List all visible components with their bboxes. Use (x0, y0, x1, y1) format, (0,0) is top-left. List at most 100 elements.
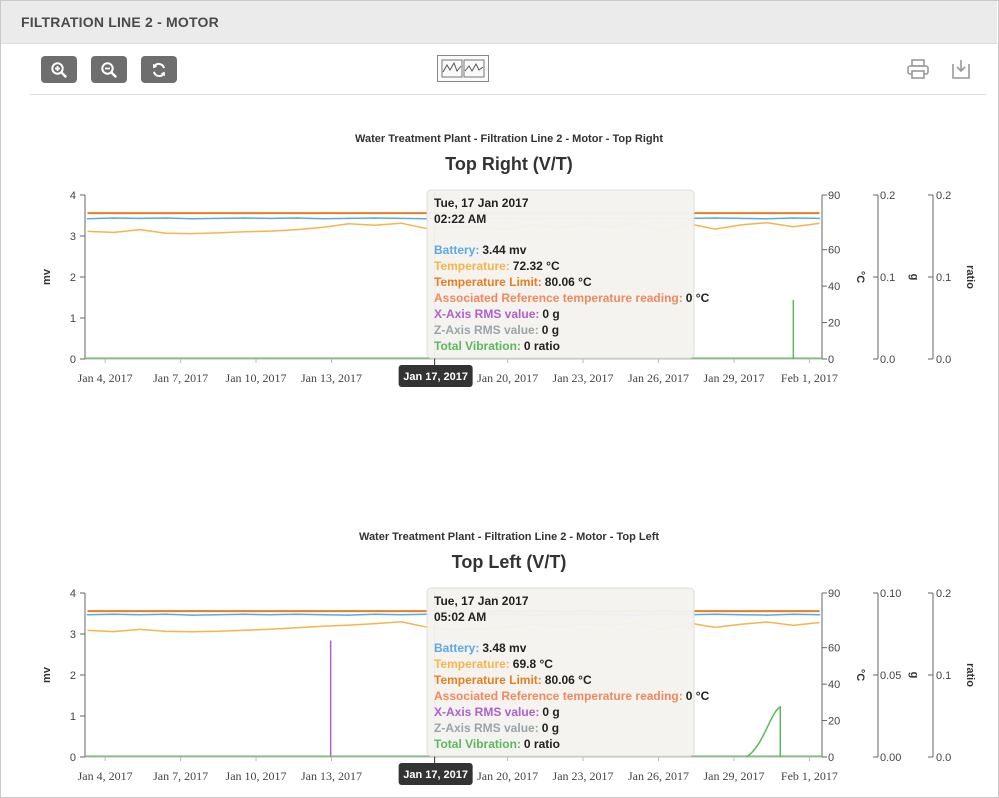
ratio-axis-label: ratio (964, 265, 976, 289)
tooltip-row-label: Associated Reference temperature reading… (434, 291, 683, 305)
g-tick-label: 0.10 (880, 588, 901, 600)
chart-toolbar (0, 44, 999, 96)
download-button[interactable] (950, 58, 972, 85)
mv-tick-label: 1 (70, 711, 76, 723)
x-tick-label: Jan 23, 2017 (553, 769, 614, 783)
tooltip-row-value: 0 g (542, 721, 559, 735)
zoom-in-button[interactable] (41, 56, 77, 83)
tooltip-row-value: 0 ratio (524, 737, 560, 751)
x-tick-label: Jan 29, 2017 (703, 371, 764, 385)
tooltip-row-label: X-Axis RMS value: (434, 705, 539, 719)
x-tick-label: Jan 20, 2017 (477, 371, 538, 385)
g-axis-label: g (908, 274, 920, 281)
refresh-button[interactable] (141, 56, 177, 83)
battery-point (86, 218, 89, 220)
g-tick-label: 0.0 (880, 354, 895, 366)
battery-point (139, 217, 141, 220)
battery-point (322, 613, 324, 616)
mv-tick-label: 0 (70, 752, 76, 764)
g-axis-label: g (908, 672, 920, 679)
mv-tick-label: 3 (70, 231, 76, 243)
x-tick-label: Jan 26, 2017 (628, 371, 689, 385)
ratio-tick-label: 0.0 (936, 752, 951, 764)
tooltip-row: Associated Reference temperature reading… (434, 689, 710, 703)
x-tick-label: Jan 26, 2017 (628, 769, 689, 783)
battery-point (295, 217, 298, 219)
battery-point (348, 614, 350, 616)
battery-point (714, 217, 716, 219)
tooltip-row-value: 3.48 mv (482, 641, 526, 655)
battery-point (295, 613, 298, 616)
panel-header: FILTRATION LINE 2 - MOTOR (1, 1, 997, 44)
ratio-axis-label: ratio (964, 663, 976, 687)
ratio-tick-label: 0.1 (936, 272, 951, 284)
crosshair-date-badge: Jan 17, 2017 (398, 763, 473, 785)
mv-tick-label: 4 (70, 190, 76, 202)
battery-point (165, 217, 167, 219)
tooltip-row: Battery: 3.44 mv (434, 243, 527, 257)
celsius-tick-label: 20 (828, 716, 840, 728)
celsius-axis-label: °C (854, 271, 866, 283)
x-tick-label: Jan 23, 2017 (553, 371, 614, 385)
ratio-tick-label: 0.2 (936, 588, 951, 600)
tooltip-row: Temperature: 69.8 °C (434, 657, 553, 671)
chart-top-right: Water Treatment Plant - Filtration Line … (41, 133, 976, 387)
battery-point (322, 218, 324, 220)
chart-top-left: Water Treatment Plant - Filtration Line … (41, 531, 976, 785)
tooltip-row-label: X-Axis RMS value: (434, 307, 539, 321)
battery-point (112, 217, 115, 219)
g-tick-label: 0.2 (880, 190, 895, 202)
battery-point (792, 217, 795, 219)
chart-mode-button[interactable] (437, 55, 489, 82)
battery-point (191, 614, 193, 616)
battery-point (269, 217, 272, 220)
zoom-out-button[interactable] (91, 56, 127, 83)
tooltip-row: Temperature Limit: 80.06 °C (434, 673, 592, 687)
print-button[interactable] (906, 58, 930, 85)
mv-axis-label: mv (41, 268, 53, 285)
tooltip-row-label: Temperature Limit: (434, 673, 542, 687)
mv-tick-label: 4 (70, 588, 76, 600)
g-tick-label: 0.1 (880, 272, 895, 284)
tooltip-row: Associated Reference temperature reading… (434, 291, 710, 305)
battery-point (217, 217, 219, 220)
battery-point (86, 613, 89, 616)
tooltip-row: Z-Axis RMS value: 0 g (434, 323, 559, 337)
tooltip-row: Temperature Limit: 80.06 °C (434, 275, 592, 289)
mv-tick-label: 2 (70, 670, 76, 682)
battery-point (714, 613, 716, 616)
ratio-tick-label: 0.0 (936, 354, 951, 366)
celsius-tick-label: 40 (828, 281, 840, 293)
tooltip-date: Tue, 17 Jan 2017 (434, 594, 529, 608)
battery-point (348, 217, 350, 220)
tooltip-time: 02:22 AM (434, 212, 486, 226)
tooltip-row: X-Axis RMS value: 0 g (434, 705, 560, 719)
battery-point (374, 217, 376, 219)
zoom-out-icon (101, 61, 117, 78)
mv-tick-label: 2 (70, 272, 76, 284)
tooltip-row-label: Temperature Limit: (434, 275, 542, 289)
chart-tooltip: Tue, 17 Jan 2017 05:02 AM Battery: 3.48 mv T… (426, 587, 710, 757)
celsius-tick-label: 0 (828, 354, 834, 366)
tooltip-row-label: Temperature: (434, 259, 510, 273)
celsius-tick-label: 20 (828, 318, 840, 330)
ratio-tick-label: 0.1 (936, 670, 951, 682)
battery-point (165, 613, 167, 616)
mv-tick-label: 3 (70, 629, 76, 641)
tooltip-row-label: Total Vibration: (434, 339, 521, 353)
x-tick-label: Jan 7, 2017 (153, 371, 208, 385)
mv-axis-label: mv (41, 666, 53, 683)
celsius-tick-label: 90 (828, 190, 840, 202)
x-tick-label: Jan 10, 2017 (226, 769, 287, 783)
x-tick-label: Jan 20, 2017 (477, 769, 538, 783)
tooltip-row: Total Vibration: 0 ratio (434, 339, 560, 353)
tooltip-row-value: 0 g (542, 323, 559, 337)
tooltip-time: 05:02 AM (434, 610, 486, 624)
tooltip-row-label: Associated Reference temperature reading… (434, 689, 683, 703)
tooltip-row-label: Z-Axis RMS value: (434, 323, 539, 337)
x-tick-label: Jan 29, 2017 (703, 769, 764, 783)
celsius-tick-label: 60 (828, 643, 840, 655)
tooltip-row-label: Z-Axis RMS value: (434, 721, 539, 735)
x-tick-label: Jan 4, 2017 (78, 371, 133, 385)
mv-tick-label: 0 (70, 354, 76, 366)
